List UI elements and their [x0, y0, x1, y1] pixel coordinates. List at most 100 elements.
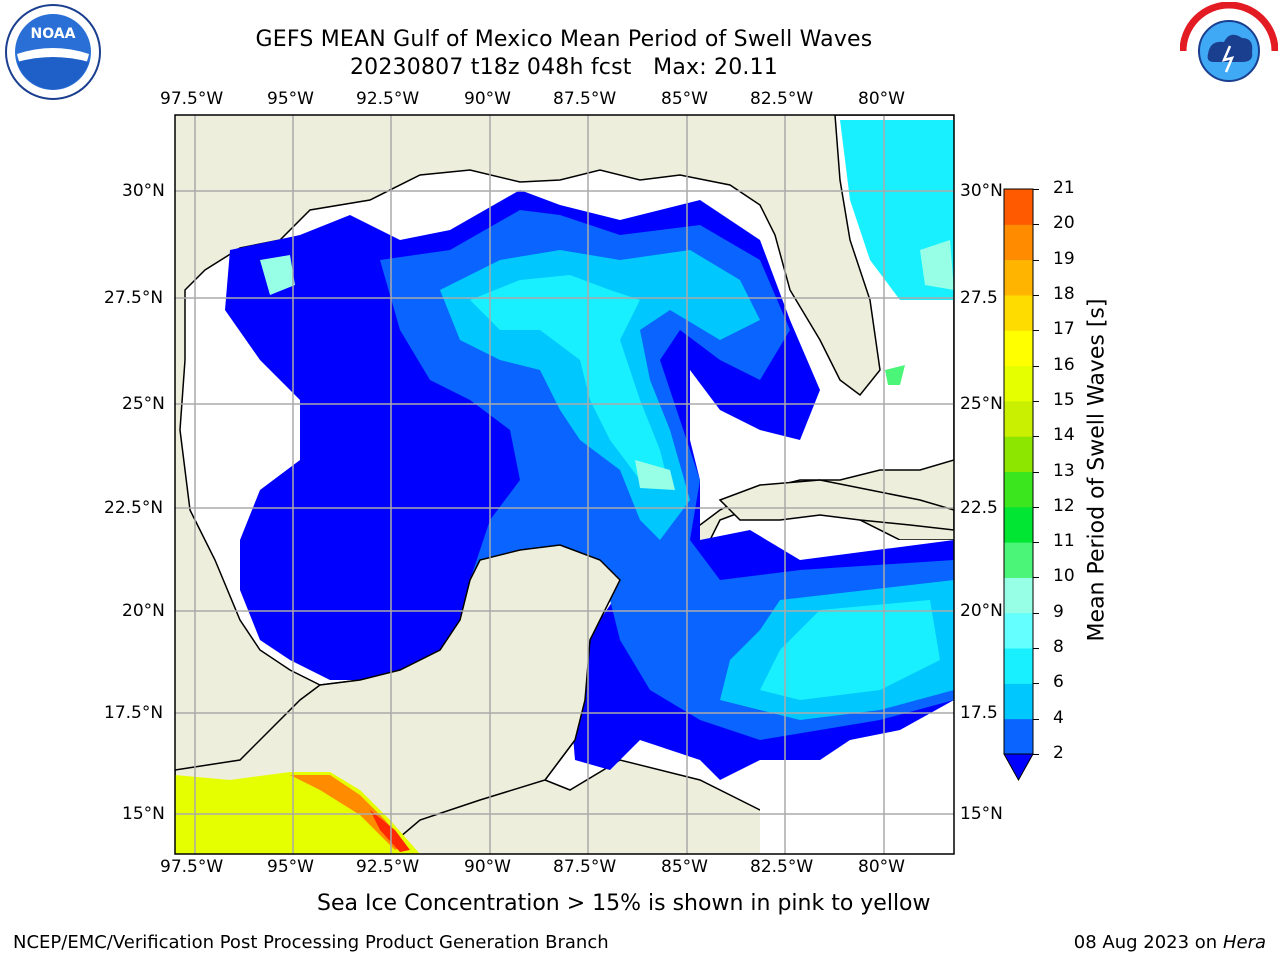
lon-label-top: 95°W — [267, 89, 314, 109]
lon-label-bottom: 82.5°W — [750, 857, 814, 877]
colorbar-tick-label: 9 — [1053, 601, 1064, 622]
footer-host: Hera — [1222, 932, 1266, 953]
lon-label-top: 87.5°W — [553, 89, 617, 109]
colorbar-tick-label: 16 — [1053, 354, 1075, 375]
swell-6-8 — [470, 120, 954, 700]
colorbar-swatch — [1004, 471, 1033, 508]
graticule — [175, 115, 954, 854]
lon-label-bottom: 85°W — [661, 857, 708, 877]
colorbar-swatch — [1004, 400, 1033, 437]
lat-label-left: 25°N — [122, 394, 165, 414]
colorbar-tick-label: 2 — [1053, 743, 1064, 763]
lat-label-left: 20°N — [122, 601, 165, 621]
colorbar-swatch — [1004, 506, 1033, 543]
colorbar-tick-label: 14 — [1053, 425, 1075, 446]
colorbar-tick-mark — [1033, 224, 1039, 226]
colorbar-swatch — [1004, 718, 1033, 755]
colorbar-tick-mark — [1033, 506, 1039, 508]
colorbar-tick-mark — [1033, 754, 1039, 755]
noaa-logo: NOAA — [3, 2, 103, 102]
lat-label-left: 17.5°N — [104, 703, 164, 723]
lon-label-top: 97.5°W — [160, 89, 224, 109]
colorbar-swatch — [1004, 577, 1033, 614]
colorbar-tick-label: 6 — [1053, 672, 1064, 693]
colorbar-swatch — [1004, 330, 1033, 367]
lon-label-top: 90°W — [464, 89, 511, 109]
lat-label-left: 22.5°N — [104, 498, 164, 518]
colorbar-tick-mark — [1033, 718, 1039, 720]
cuba-land — [718, 479, 954, 531]
lon-label-bottom: 95°W — [267, 857, 314, 877]
colorbar-label: Mean Period of Swell Waves [s] — [1084, 298, 1110, 642]
lon-label-bottom: 87.5°W — [553, 857, 617, 877]
lon-label-bottom: 92.5°W — [356, 857, 420, 877]
lat-label-left: 15°N — [122, 804, 165, 824]
colorbar-tick-label: 10 — [1053, 566, 1075, 587]
colorbar-tick-mark — [1033, 259, 1039, 261]
colorbar-swatch — [1004, 259, 1033, 296]
colorbar-tick-label: 19 — [1053, 248, 1075, 269]
pacific-sea-ice-orange — [290, 775, 405, 850]
colorbar-tick-mark — [1033, 189, 1039, 190]
map-title: GEFS MEAN Gulf of Mexico Mean Period of … — [255, 27, 873, 52]
colorbar-tick-label: 18 — [1053, 283, 1075, 304]
colorbar-tick-label: 15 — [1053, 389, 1075, 410]
colorbar-swatch — [1004, 542, 1033, 578]
lat-label-left: 30°N — [122, 181, 165, 201]
lat-label-right: 27.5 — [960, 288, 998, 308]
colorbar-tick-label: 11 — [1053, 531, 1075, 552]
colorbar-swatch — [1004, 189, 1033, 225]
colorbar-tick-mark — [1033, 542, 1039, 544]
colorbar — [1003, 188, 1034, 782]
lon-label-bottom: 90°W — [464, 857, 511, 877]
colorbar-tick-mark — [1033, 400, 1039, 402]
footer-date: 08 Aug 2023 on — [1073, 932, 1218, 953]
map-subtitle: 20230807 t18z 048h fcst Max: 20.11 — [349, 55, 779, 80]
pacific-sea-ice — [175, 772, 420, 854]
swell-4-6 — [440, 250, 954, 720]
lat-label-right: 25°N — [960, 394, 1003, 414]
colorbar-tick-mark — [1033, 294, 1039, 296]
colorbar-swatch — [1004, 436, 1033, 472]
colorbar-under-triangle — [1003, 753, 1034, 782]
colorbar-tick-mark — [1033, 648, 1039, 650]
colorbar-tick-label: 20 — [1053, 213, 1075, 234]
lon-label-bottom: 97.5°W — [160, 857, 224, 877]
lon-label-top: 92.5°W — [356, 89, 420, 109]
lat-label-right: 20°N — [960, 601, 1003, 621]
lon-label-top: 85°W — [661, 89, 708, 109]
lon-label-bottom: 80°W — [858, 857, 905, 877]
colorbar-swatch — [1004, 224, 1033, 261]
colorbar-tick-mark — [1033, 365, 1039, 367]
colorbar-tick-mark — [1033, 436, 1039, 438]
colorbar-swatch — [1004, 612, 1033, 649]
colorbar-tick-label: 8 — [1053, 637, 1064, 658]
lon-label-top: 80°W — [858, 89, 905, 109]
lat-label-right: 30°N — [960, 181, 1003, 201]
lat-label-right: 22.5 — [960, 498, 998, 518]
colorbar-tick-mark — [1033, 612, 1039, 614]
colorbar-tick-mark — [1033, 330, 1039, 332]
colorbar-tick-label: 13 — [1053, 460, 1075, 481]
lat-label-right: 17.5 — [960, 703, 998, 723]
lat-label-left: 27.5°N — [104, 288, 164, 308]
lon-label-top: 82.5°W — [750, 89, 814, 109]
colorbar-tick-label: 4 — [1053, 707, 1064, 728]
colorbar-tick-mark — [1033, 471, 1039, 473]
svg-text:NOAA: NOAA — [31, 26, 76, 42]
colorbar-tick-label: 21 — [1053, 178, 1075, 198]
footer-left: NCEP/EMC/Verification Post Processing Pr… — [13, 932, 609, 953]
pacific-sea-ice-red — [370, 810, 410, 852]
footer-right: 08 Aug 2023 on Hera — [1074, 932, 1266, 953]
sea-ice-note: Sea Ice Concentration > 15% is shown in … — [317, 891, 931, 916]
colorbar-swatch — [1004, 683, 1033, 720]
nws-logo — [1179, 1, 1279, 100]
colorbar-swatch — [1004, 365, 1033, 402]
colorbar-tick-mark — [1033, 683, 1039, 685]
colorbar-tick-label: 17 — [1053, 319, 1075, 340]
colorbar-tick-label: 12 — [1053, 495, 1075, 516]
colorbar-tick-mark — [1033, 577, 1039, 579]
lat-label-right: 15°N — [960, 804, 1003, 824]
swell-green-patch — [885, 365, 905, 385]
